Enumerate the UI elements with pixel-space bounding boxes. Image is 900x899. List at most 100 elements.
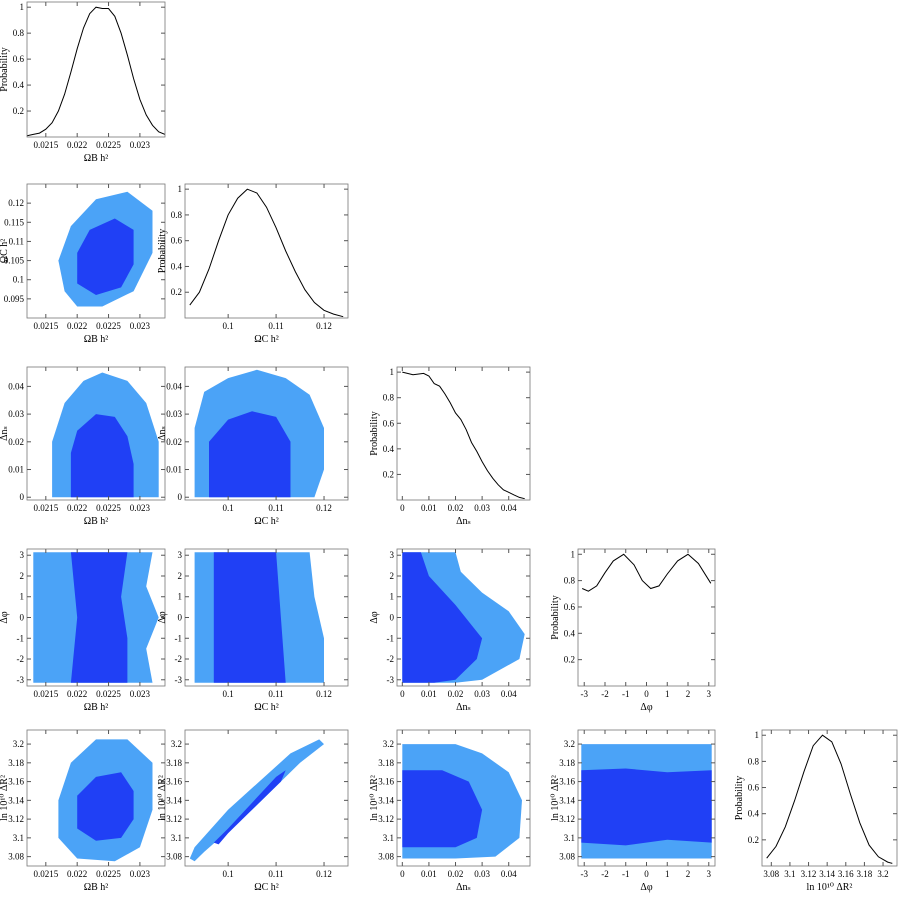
- plot-area: [194, 552, 324, 683]
- probability-curve: [189, 188, 344, 318]
- x-tick-label: 0.022: [67, 321, 87, 331]
- probability-curve: [766, 734, 893, 864]
- panel: 0.0215 0.022 0.0225 0.023 0.095 0.1 0.105 0.11 0…: [0, 183, 166, 345]
- y-tick-label: 0.2: [383, 469, 394, 479]
- y-axis-label: Probability: [0, 47, 10, 91]
- y-tick-label: 2: [20, 571, 25, 581]
- y-tick-label: 0.8: [564, 576, 576, 586]
- panel-frame: [577, 548, 716, 687]
- panel: 0.1 0.11 0.12 -3 -2 -1 0 1 2 3 ΩC h² Δφ: [157, 548, 349, 713]
- y-tick-label: 0.04: [8, 381, 24, 391]
- y-tick-label: 3.08: [378, 852, 394, 862]
- y-tick-label: 0.6: [171, 236, 183, 246]
- x-tick-label: 0.12: [316, 503, 332, 513]
- panel: 0.0215 0.022 0.0225 0.023 0 0.01 0.02 0.03 0.04 Ω…: [0, 366, 166, 527]
- y-tick-label: 3.16: [559, 777, 575, 787]
- y-tick-label: 0.4: [13, 80, 25, 90]
- x-tick-label: -1: [622, 689, 630, 699]
- panel-frame: [396, 366, 531, 501]
- x-tick-label: 0.11: [268, 503, 283, 513]
- x-tick-label: 0.1: [223, 689, 234, 699]
- panel-frame: [26, 366, 166, 501]
- panel: 3.08 3.1 3.12 3.14 3.16 3.18 3.2 0.2 0.4 0.6 0.8 1 l…: [734, 729, 898, 893]
- y-tick-label: 3.2: [171, 739, 182, 749]
- y-tick-label: 0.1: [13, 275, 24, 285]
- panel: 0.0215 0.022 0.0225 0.023 0.2 0.4 0.6 0.8 1 ΩB h²…: [0, 1, 166, 164]
- plot-area: [52, 372, 159, 498]
- x-tick-label: 0.12: [316, 321, 332, 331]
- y-tick-label: 3.18: [8, 758, 24, 768]
- y-tick-label: 0.2: [748, 835, 759, 845]
- y-tick-label: 3: [20, 550, 25, 560]
- panel-frame: [184, 729, 349, 867]
- contour-region: [77, 772, 134, 841]
- panel: -3 -2 -1 0 1 2 3 0.2 0.4 0.6 0.8 1 Δφ Probability: [550, 548, 716, 713]
- x-tick-label: 0.022: [67, 869, 87, 879]
- y-tick-label: 3.18: [559, 758, 575, 768]
- y-tick-label: 3.18: [166, 758, 182, 768]
- x-tick-label: 0.1: [223, 321, 234, 331]
- panel: 0 0.01 0.02 0.03 0.04 3.08 3.1 3.12 3.14 3.16 3.18…: [369, 729, 531, 893]
- y-tick-label: 3.2: [564, 739, 575, 749]
- plot-area: [766, 734, 893, 864]
- y-tick-label: 3.08: [559, 852, 575, 862]
- x-axis-label: ΩB h²: [84, 702, 109, 713]
- panel-frame: [396, 729, 531, 867]
- x-tick-label: 0.022: [67, 503, 87, 513]
- x-axis-label: ΩC h²: [254, 882, 279, 893]
- x-tick-label: 0.0225: [96, 140, 121, 150]
- y-axis-label: ΩC h²: [0, 239, 10, 264]
- x-tick-label: 0.11: [268, 321, 283, 331]
- y-tick-label: -1: [17, 633, 25, 643]
- panel: 0.1 0.11 0.12 3.08 3.1 3.12 3.14 3.16 3.18 3.2 ΩC …: [157, 729, 349, 893]
- x-axis-label: Δnₛ: [456, 882, 471, 893]
- y-tick-label: 3: [178, 550, 183, 560]
- x-tick-label: 0.023: [130, 321, 151, 331]
- x-tick-label: 0.01: [421, 689, 437, 699]
- y-tick-label: 0.115: [4, 217, 24, 227]
- x-tick-label: 1: [665, 689, 670, 699]
- y-tick-label: -3: [17, 675, 25, 685]
- x-tick-label: 0.03: [474, 869, 490, 879]
- x-tick-label: 3.12: [801, 869, 817, 879]
- y-tick-label: 1: [20, 2, 25, 12]
- x-tick-label: 2: [686, 689, 691, 699]
- x-tick-label: 0: [400, 503, 405, 513]
- x-tick-label: 0.0225: [96, 689, 121, 699]
- y-tick-label: 0.4: [748, 809, 760, 819]
- y-tick-label: 0: [390, 613, 395, 623]
- y-tick-label: 0.2: [13, 106, 24, 116]
- x-axis-label: ΩB h²: [84, 516, 109, 527]
- y-tick-label: 2: [390, 571, 395, 581]
- contour-region: [70, 552, 128, 683]
- x-axis-label: ΩC h²: [254, 702, 279, 713]
- y-tick-label: 0.6: [13, 54, 25, 64]
- y-tick-label: 1: [755, 730, 760, 740]
- y-tick-label: 3.2: [13, 739, 24, 749]
- x-tick-label: 0.1: [223, 503, 234, 513]
- y-tick-label: 3.18: [378, 758, 394, 768]
- y-tick-label: 0.6: [383, 418, 395, 428]
- x-tick-label: 0.0215: [33, 503, 58, 513]
- y-tick-label: 3: [390, 550, 395, 560]
- x-tick-label: 3.2: [877, 869, 888, 879]
- y-axis-label: ln 10¹⁰ ΔR²: [157, 775, 168, 821]
- x-tick-label: 0.022: [67, 689, 87, 699]
- y-tick-label: 3.12: [166, 814, 182, 824]
- x-tick-label: 3.18: [857, 869, 873, 879]
- x-tick-label: -2: [601, 869, 609, 879]
- y-tick-label: 0.8: [748, 756, 760, 766]
- y-tick-label: -3: [175, 675, 183, 685]
- panel-frame: [761, 729, 898, 867]
- x-tick-label: 0.12: [316, 869, 332, 879]
- y-tick-label: 0.11: [9, 236, 24, 246]
- y-axis-label: Δnₛ: [157, 426, 168, 441]
- plot-area: [402, 371, 525, 500]
- x-axis-label: ΩC h²: [254, 516, 279, 527]
- y-tick-label: -1: [387, 633, 395, 643]
- x-tick-label: 0.03: [474, 503, 490, 513]
- y-tick-label: 0: [178, 613, 183, 623]
- x-tick-label: 0.04: [501, 503, 517, 513]
- y-axis-label: Probability: [369, 411, 380, 455]
- y-axis-label: Δnₛ: [0, 426, 10, 441]
